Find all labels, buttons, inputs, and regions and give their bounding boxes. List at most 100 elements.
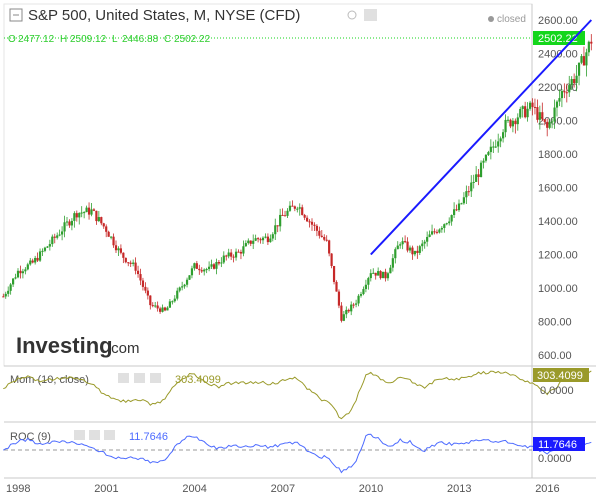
candle-body <box>453 209 456 216</box>
time-tick-0: 1998 <box>6 483 30 495</box>
candle-body <box>291 205 294 207</box>
roc-settings-icon[interactable] <box>89 430 100 440</box>
roc-line <box>3 433 592 474</box>
candle-body <box>526 108 529 118</box>
candle-body <box>85 207 88 213</box>
roc-title: ROC (9) <box>10 431 51 443</box>
candle-body <box>29 260 32 265</box>
candle-body <box>205 269 208 271</box>
candle-body <box>328 240 331 254</box>
candle-body <box>80 212 83 214</box>
candle-body <box>524 106 527 118</box>
momentum-settings-icon[interactable] <box>134 373 145 383</box>
candle-body <box>183 284 186 287</box>
momentum-panel: Mom (10, close) 303.4099 303.4099 0.0000 <box>3 368 592 420</box>
candle-body <box>406 241 409 251</box>
candle-body <box>26 264 29 270</box>
candle-body <box>455 209 458 211</box>
candle-body <box>428 234 431 237</box>
candle-body <box>389 267 392 274</box>
candle-body <box>335 281 338 292</box>
candle-body <box>105 226 108 232</box>
candle-body <box>306 217 309 222</box>
candle-body <box>83 212 86 214</box>
settings-icon[interactable] <box>364 9 377 21</box>
candle-body <box>239 251 243 254</box>
candle-body <box>413 250 416 255</box>
candle-body <box>200 270 203 272</box>
candle-body <box>156 305 159 309</box>
trendline[interactable] <box>370 19 593 256</box>
candle-body <box>497 141 500 147</box>
candle-body <box>232 256 235 258</box>
candle-body <box>9 284 12 291</box>
candle-body <box>21 271 24 274</box>
candle-body <box>286 210 289 216</box>
ohlc-high: 2509.12 <box>70 34 107 45</box>
candle-body <box>315 225 318 231</box>
candle-body <box>190 268 194 276</box>
time-tick-2: 2004 <box>182 483 206 495</box>
candle-body <box>247 240 250 244</box>
candle-body <box>198 268 201 271</box>
momentum-visibility-icon[interactable] <box>118 373 129 383</box>
momentum-close-icon[interactable] <box>150 373 161 383</box>
candle-body <box>114 245 118 251</box>
candle-body <box>521 106 524 109</box>
candle-body <box>288 205 292 211</box>
candle-body <box>61 231 64 235</box>
candle-body <box>46 246 49 248</box>
candle-body <box>48 244 51 247</box>
candle-body <box>362 289 365 295</box>
candle-body <box>573 79 576 84</box>
candle-body <box>568 85 571 93</box>
candle-body <box>242 246 245 254</box>
candle-body <box>504 119 507 133</box>
candle-body <box>65 221 69 223</box>
collapse-icon[interactable] <box>9 8 23 22</box>
candle-body <box>163 307 167 311</box>
candle-body <box>519 108 522 118</box>
candle-body <box>151 305 154 307</box>
candle-body <box>276 225 279 227</box>
price-tick-0: 600.00 <box>538 350 572 362</box>
candle-body <box>462 197 465 204</box>
candle-body <box>237 251 240 253</box>
candle-body <box>127 262 130 264</box>
candle-body <box>215 261 218 269</box>
candle-body <box>320 235 323 237</box>
candle-body <box>435 231 439 233</box>
candle-body <box>53 236 56 238</box>
roc-visibility-icon[interactable] <box>74 430 85 440</box>
candle-body <box>391 258 394 268</box>
candle-body <box>43 247 47 251</box>
visibility-icon[interactable] <box>347 10 357 20</box>
candle-body <box>440 227 443 230</box>
candle-body <box>418 246 421 253</box>
candle-body <box>159 308 162 312</box>
candle-body <box>107 231 110 237</box>
candle-body <box>582 56 586 66</box>
candle-body <box>222 255 225 263</box>
candle-body <box>528 102 532 109</box>
candle-body <box>499 138 502 142</box>
candle-body <box>511 120 514 127</box>
candle-body <box>16 270 20 278</box>
price-tick-1: 800.00 <box>538 317 572 329</box>
chart-title: S&P 500, United States, M, NYSE (CFD) <box>28 7 300 24</box>
candle-body <box>384 271 387 279</box>
candle-body <box>166 307 169 311</box>
candle-body <box>264 236 267 238</box>
candle-body <box>533 106 537 108</box>
candle-body <box>377 271 380 276</box>
roc-close-icon[interactable] <box>104 430 115 440</box>
candle-body <box>185 279 189 285</box>
candle-body <box>514 120 517 125</box>
price-tag: 2502.22 <box>533 31 585 45</box>
candle-body <box>95 210 98 222</box>
candle-body <box>310 221 314 225</box>
candle-body <box>438 229 441 233</box>
candle-body <box>332 265 336 282</box>
candle-body <box>303 214 306 218</box>
